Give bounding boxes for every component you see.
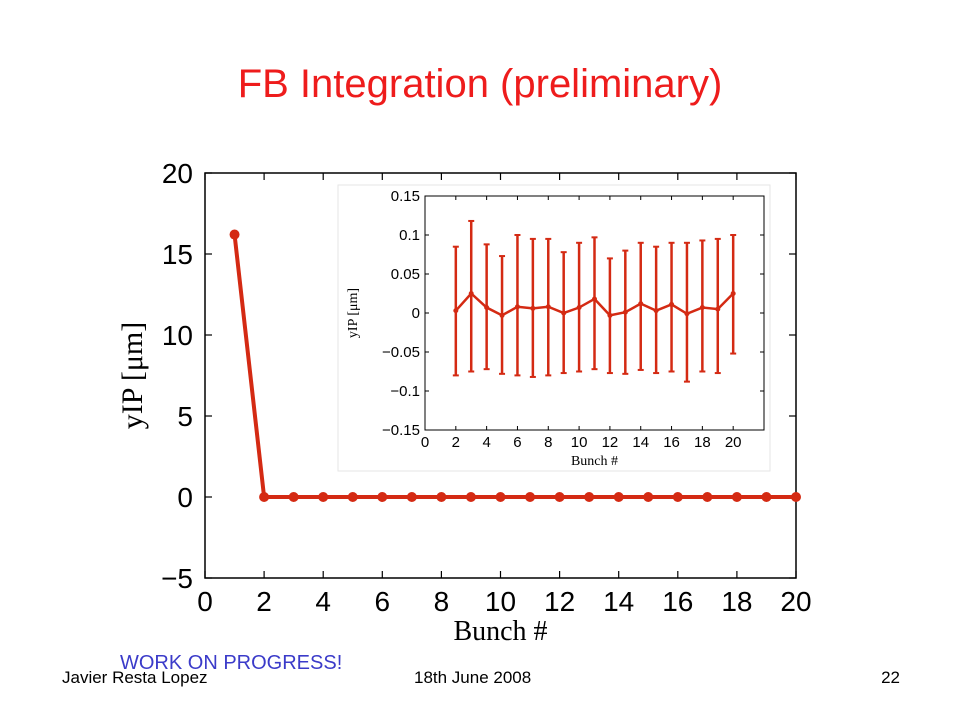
footer-author: Javier Resta Lopez <box>62 668 208 687</box>
inset-plot: 0 2 4 6 8 10 12 14 16 18 20 −0.15 −0.1 −0.05 0 0.05 0.1 0… <box>337 184 771 472</box>
main-data-point <box>525 492 536 502</box>
main-data-point <box>377 492 388 502</box>
inset-x-tick-label: 2 <box>452 434 460 451</box>
inset-data-point <box>499 312 505 318</box>
inset-data-point <box>592 296 597 302</box>
main-y-tick-label: 5 <box>177 401 193 432</box>
footer-date: 18th June 2008 <box>414 668 532 687</box>
inset-data-point <box>484 305 490 311</box>
main-data-point <box>613 492 624 502</box>
main-x-tick-label: 8 <box>434 586 450 617</box>
main-data-point <box>495 492 506 502</box>
main-y-tick-label: 15 <box>162 239 193 270</box>
main-x-tick-label: 2 <box>256 586 272 617</box>
main-y-tick-label: 10 <box>162 320 193 351</box>
main-data-point <box>318 492 329 502</box>
inset-data-point <box>730 291 736 296</box>
inset-data-point <box>514 304 520 310</box>
main-data-point <box>465 492 476 502</box>
inset-background <box>337 184 771 472</box>
main-data-point <box>731 492 742 502</box>
inset-data-point <box>684 311 690 317</box>
main-x-tick-label: 20 <box>780 586 811 617</box>
inset-data-point <box>453 308 459 314</box>
inset-data-point <box>622 309 628 315</box>
main-x-tick-label: 12 <box>544 586 575 617</box>
main-y-axis-label: yIP [μm] <box>116 322 149 429</box>
inset-data-point <box>653 308 659 314</box>
main-data-point <box>643 492 654 502</box>
work-in-progress-note: WORK ON PROGRESS! <box>120 652 343 674</box>
page-number: 22 <box>881 668 900 687</box>
inset-data-point <box>468 291 474 296</box>
main-x-tick-label: 6 <box>375 586 391 617</box>
inset-x-axis-label: Bunch # <box>571 454 618 469</box>
slide-title: FB Integration (preliminary) <box>237 62 723 106</box>
main-x-tick-label: 10 <box>485 586 516 617</box>
inset-y-tick-label: 0.1 <box>399 227 420 244</box>
inset-x-tick-label: 8 <box>544 434 552 451</box>
inset-data-point <box>638 301 644 307</box>
inset-y-tick-label: −0.1 <box>390 383 420 400</box>
main-x-tick-label: 18 <box>721 586 752 617</box>
inset-y-tick-label: 0 <box>412 305 420 322</box>
inset-y-tick-label: 0.05 <box>391 266 420 283</box>
main-data-point <box>406 492 417 502</box>
main-data-point <box>672 492 683 502</box>
inset-data-point <box>699 305 705 311</box>
main-y-tick-label: −5 <box>161 563 193 594</box>
inset-x-tick-label: 10 <box>571 434 588 451</box>
main-data-point <box>554 492 565 502</box>
inset-x-tick-label: 14 <box>632 434 649 451</box>
inset-y-axis-label: yIP [μm] <box>346 288 361 338</box>
main-x-tick-label: 16 <box>662 586 693 617</box>
main-data-point <box>229 229 240 240</box>
inset-y-tick-label: −0.15 <box>382 422 420 439</box>
inset-y-tick-label: 0.15 <box>391 188 420 205</box>
inset-data-point <box>530 305 536 311</box>
main-data-point <box>259 492 270 502</box>
main-x-tick-label: 0 <box>197 586 213 617</box>
main-data-point <box>791 492 801 502</box>
inset-data-point <box>607 312 613 318</box>
main-x-tick-label: 14 <box>603 586 634 617</box>
main-data-point <box>347 492 358 502</box>
inset-x-tick-label: 4 <box>482 434 490 451</box>
inset-data-point <box>545 304 551 310</box>
inset-y-tick-label: −0.05 <box>382 344 420 361</box>
inset-x-tick-label: 6 <box>513 434 521 451</box>
main-data-point <box>288 492 299 502</box>
main-y-tick-label: 20 <box>162 158 193 189</box>
inset-data-point <box>715 306 721 312</box>
main-data-point <box>584 492 595 502</box>
inset-data-point <box>669 301 675 307</box>
main-data-point <box>436 492 447 502</box>
inset-data-point <box>561 310 567 316</box>
inset-x-tick-label: 18 <box>694 434 711 451</box>
inset-x-tick-label: 12 <box>602 434 619 451</box>
inset-data-point <box>576 305 582 311</box>
main-x-axis-label: Bunch # <box>453 616 547 647</box>
inset-x-tick-label: 20 <box>725 434 742 451</box>
main-data-point <box>702 492 713 502</box>
main-x-tick-label: 4 <box>315 586 331 617</box>
inset-x-tick-label: 16 <box>663 434 680 451</box>
main-data-point <box>761 492 772 502</box>
inset-x-tick-label: 0 <box>421 434 429 451</box>
main-y-tick-label: 0 <box>177 482 193 513</box>
